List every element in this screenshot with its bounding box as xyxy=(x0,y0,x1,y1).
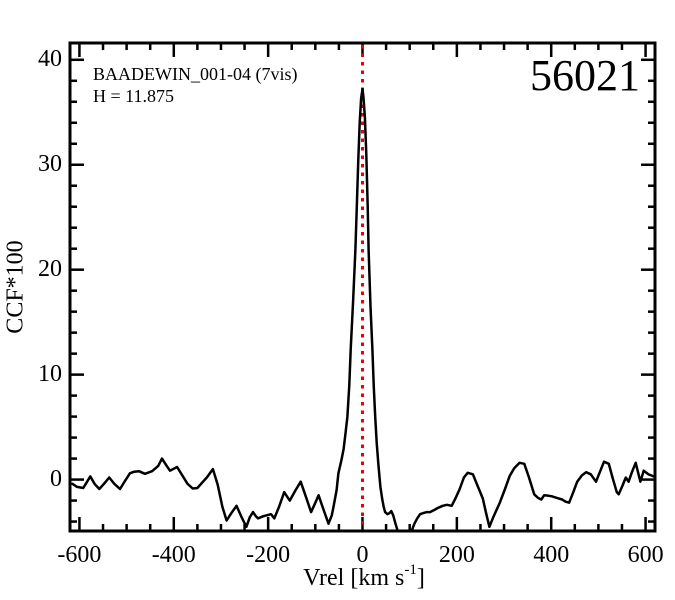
y-tick-label: 0 xyxy=(50,465,62,492)
x-tick-label: 600 xyxy=(627,542,664,568)
x-tick-label: -600 xyxy=(57,542,102,568)
y-axis-label: CCF*100 xyxy=(2,240,29,334)
y-tick-label: 40 xyxy=(38,45,62,72)
x-tick-label: -400 xyxy=(151,542,196,568)
x-tick-label: 400 xyxy=(533,542,570,568)
target-annotation: BAADEWIN_001-04 (7vis) xyxy=(93,64,298,84)
plot-frame xyxy=(68,41,657,533)
x-tick-label: 0 xyxy=(356,542,369,568)
x-tick-label: 200 xyxy=(438,542,475,568)
hmag-annotation: H = 11.875 xyxy=(93,86,174,106)
x-axis-label: Vrel [km s-1] xyxy=(303,562,425,592)
y-tick-label: 30 xyxy=(38,150,62,177)
x-tick-label: -200 xyxy=(246,542,291,568)
ccf-curve xyxy=(71,87,655,531)
x-axis-label-bracket: ] xyxy=(416,565,425,591)
y-tick-label: 10 xyxy=(38,360,62,387)
x-axis-label-text: Vrel [km s xyxy=(303,565,405,591)
epoch-label: 56021 xyxy=(530,51,640,100)
y-tick-label: 20 xyxy=(38,255,62,282)
x-axis-label-exponent: -1 xyxy=(404,562,417,578)
